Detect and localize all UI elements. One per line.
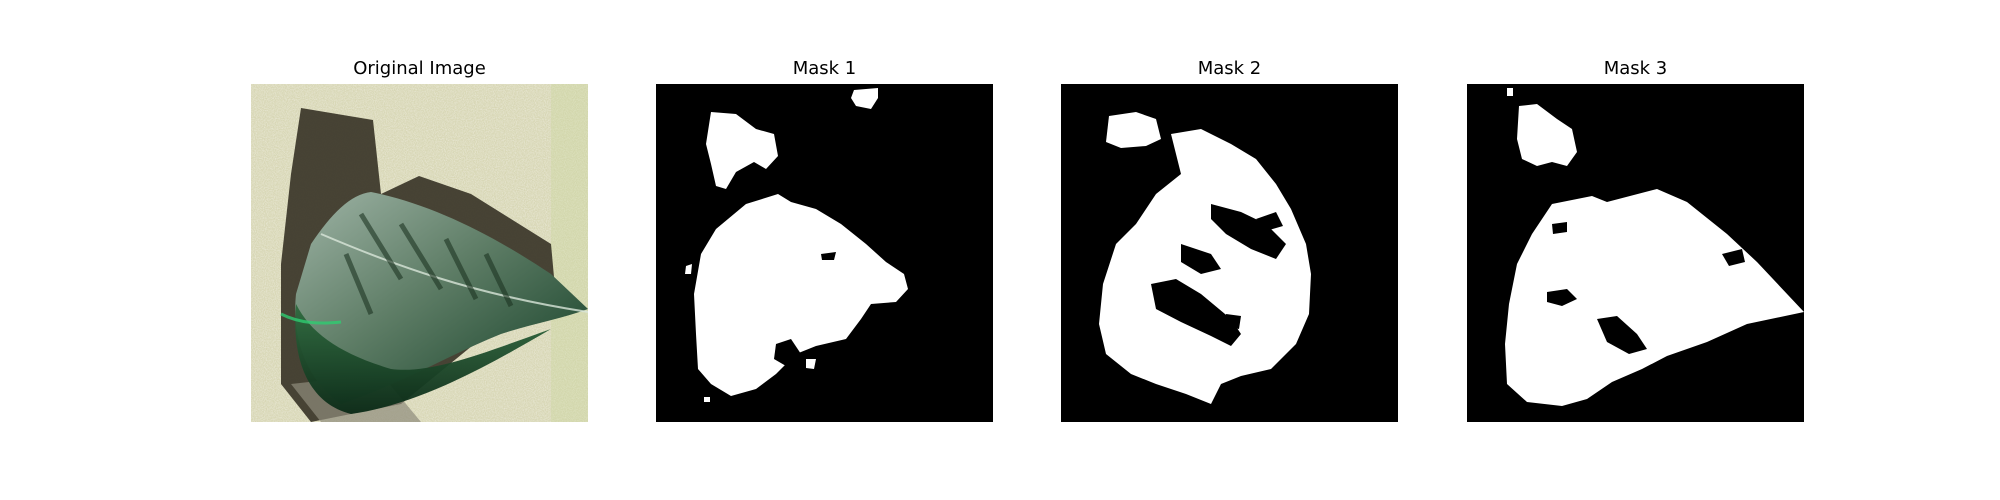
leaf — [295, 192, 588, 404]
mask-2-panel — [1061, 84, 1398, 422]
mask-foreground — [1505, 88, 1804, 406]
panel-title-mask-1: Mask 1 — [792, 58, 857, 79]
mask-foreground — [685, 88, 908, 402]
original-leaf-photo — [251, 84, 588, 422]
original-image-panel — [251, 84, 588, 422]
mask-2-image — [1061, 84, 1398, 422]
mask-1-panel — [656, 84, 993, 422]
panel-title-original: Original Image — [353, 58, 486, 79]
mask-3-panel — [1467, 84, 1804, 422]
panel-title-mask-2: Mask 2 — [1197, 58, 1262, 79]
panel-title-mask-3: Mask 3 — [1603, 58, 1668, 79]
mask-3-image — [1467, 84, 1804, 422]
mask-1-image — [656, 84, 993, 422]
